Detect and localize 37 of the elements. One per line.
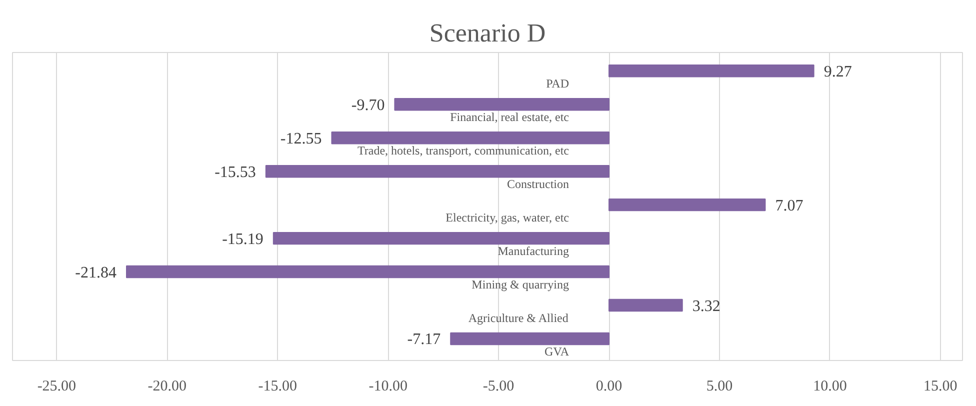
y-tick-label: GVA	[544, 344, 570, 358]
bar	[272, 232, 610, 245]
bar	[608, 64, 814, 78]
chart-title: Scenario D	[429, 18, 546, 48]
x-tick-label: -10.00	[368, 378, 408, 394]
data-label: 3.32	[692, 298, 720, 315]
y-tick-label: PAD	[546, 76, 570, 91]
y-tick-label: Agriculture & Allied	[468, 310, 568, 325]
data-label: -21.84	[75, 264, 116, 282]
bar	[450, 332, 610, 346]
y-tick-label: Mining & quarrying	[472, 278, 570, 292]
x-tick-label: -25.00	[37, 378, 76, 394]
x-tick-label: 0.00	[596, 378, 622, 394]
bar	[126, 265, 610, 278]
data-label: -9.70	[351, 96, 385, 114]
y-tick-label: Financial, real estate, etc	[450, 110, 570, 124]
x-tick-label: 15.00	[924, 378, 958, 394]
y-tick-label: Trade, hotels, transport, communication, etc	[358, 144, 570, 158]
bar	[608, 298, 683, 312]
y-tick-label: Electricity, gas, water, etc	[446, 210, 570, 225]
data-label: 9.27	[824, 63, 852, 80]
x-tick-label: -20.00	[148, 378, 187, 394]
bar	[331, 132, 610, 144]
data-label: -7.17	[407, 331, 441, 348]
x-tick-label: 5.00	[706, 378, 733, 394]
x-tick-label: 10.00	[813, 378, 847, 394]
y-tick-label: Construction	[507, 177, 570, 192]
data-label: -15.53	[214, 164, 256, 181]
data-label: 7.07	[775, 197, 804, 214]
x-tick-label: -15.00	[258, 378, 297, 394]
data-label: -15.19	[222, 230, 264, 248]
data-label: -12.55	[280, 130, 322, 148]
bar	[265, 164, 610, 178]
bar	[608, 198, 766, 212]
bar	[394, 98, 610, 111]
x-tick-label: -5.00	[482, 378, 514, 394]
y-tick-label: Manufacturing	[498, 244, 570, 258]
